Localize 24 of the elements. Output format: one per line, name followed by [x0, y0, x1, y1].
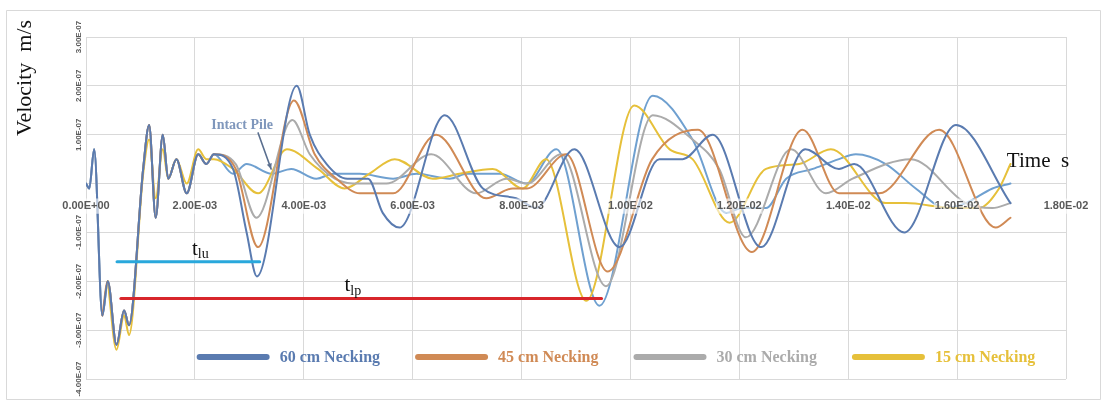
x-tick-label: 4.00E-03: [281, 199, 327, 212]
y-tick-label: 2.00E-07: [73, 69, 83, 103]
x-tick-label: 1.80E-02: [1043, 199, 1089, 212]
legend-label: 15 cm Necking: [934, 348, 1036, 367]
legend-label: 45 cm Necking: [498, 348, 599, 367]
x-tick-label: 6.00E-03: [390, 199, 435, 212]
y-tick-label: 3.00E-07: [73, 20, 83, 54]
legend-label: 60 cm Necking: [279, 348, 381, 367]
x-tick-label: 0.00E+00: [62, 199, 110, 212]
x-tick-label: 2.00E-03: [172, 199, 218, 212]
x-tick-label: 1.00E-02: [608, 199, 653, 212]
x-axis-title: Time s: [1006, 147, 1070, 172]
x-tick-label: 1.20E-02: [717, 199, 762, 212]
y-tick-label: -3.00E-07: [73, 312, 83, 348]
annotation: Intact Pile: [211, 116, 274, 132]
y-axis-title: Velocity m/s: [11, 19, 36, 137]
y-tick-label: -1.00E-07: [73, 214, 83, 250]
y-tick-label: 1.00E-07: [73, 117, 83, 151]
y-tick-label: -4.00E-07: [73, 360, 83, 397]
y-tick-label: -2.00E-07: [73, 263, 83, 299]
x-tick-label: 1.40E-02: [825, 199, 871, 212]
legend-label: 30 cm Necking: [716, 348, 817, 367]
x-tick-label: 8.00E-03: [499, 199, 544, 212]
x-tick-label: 1.60E-02: [934, 199, 980, 212]
